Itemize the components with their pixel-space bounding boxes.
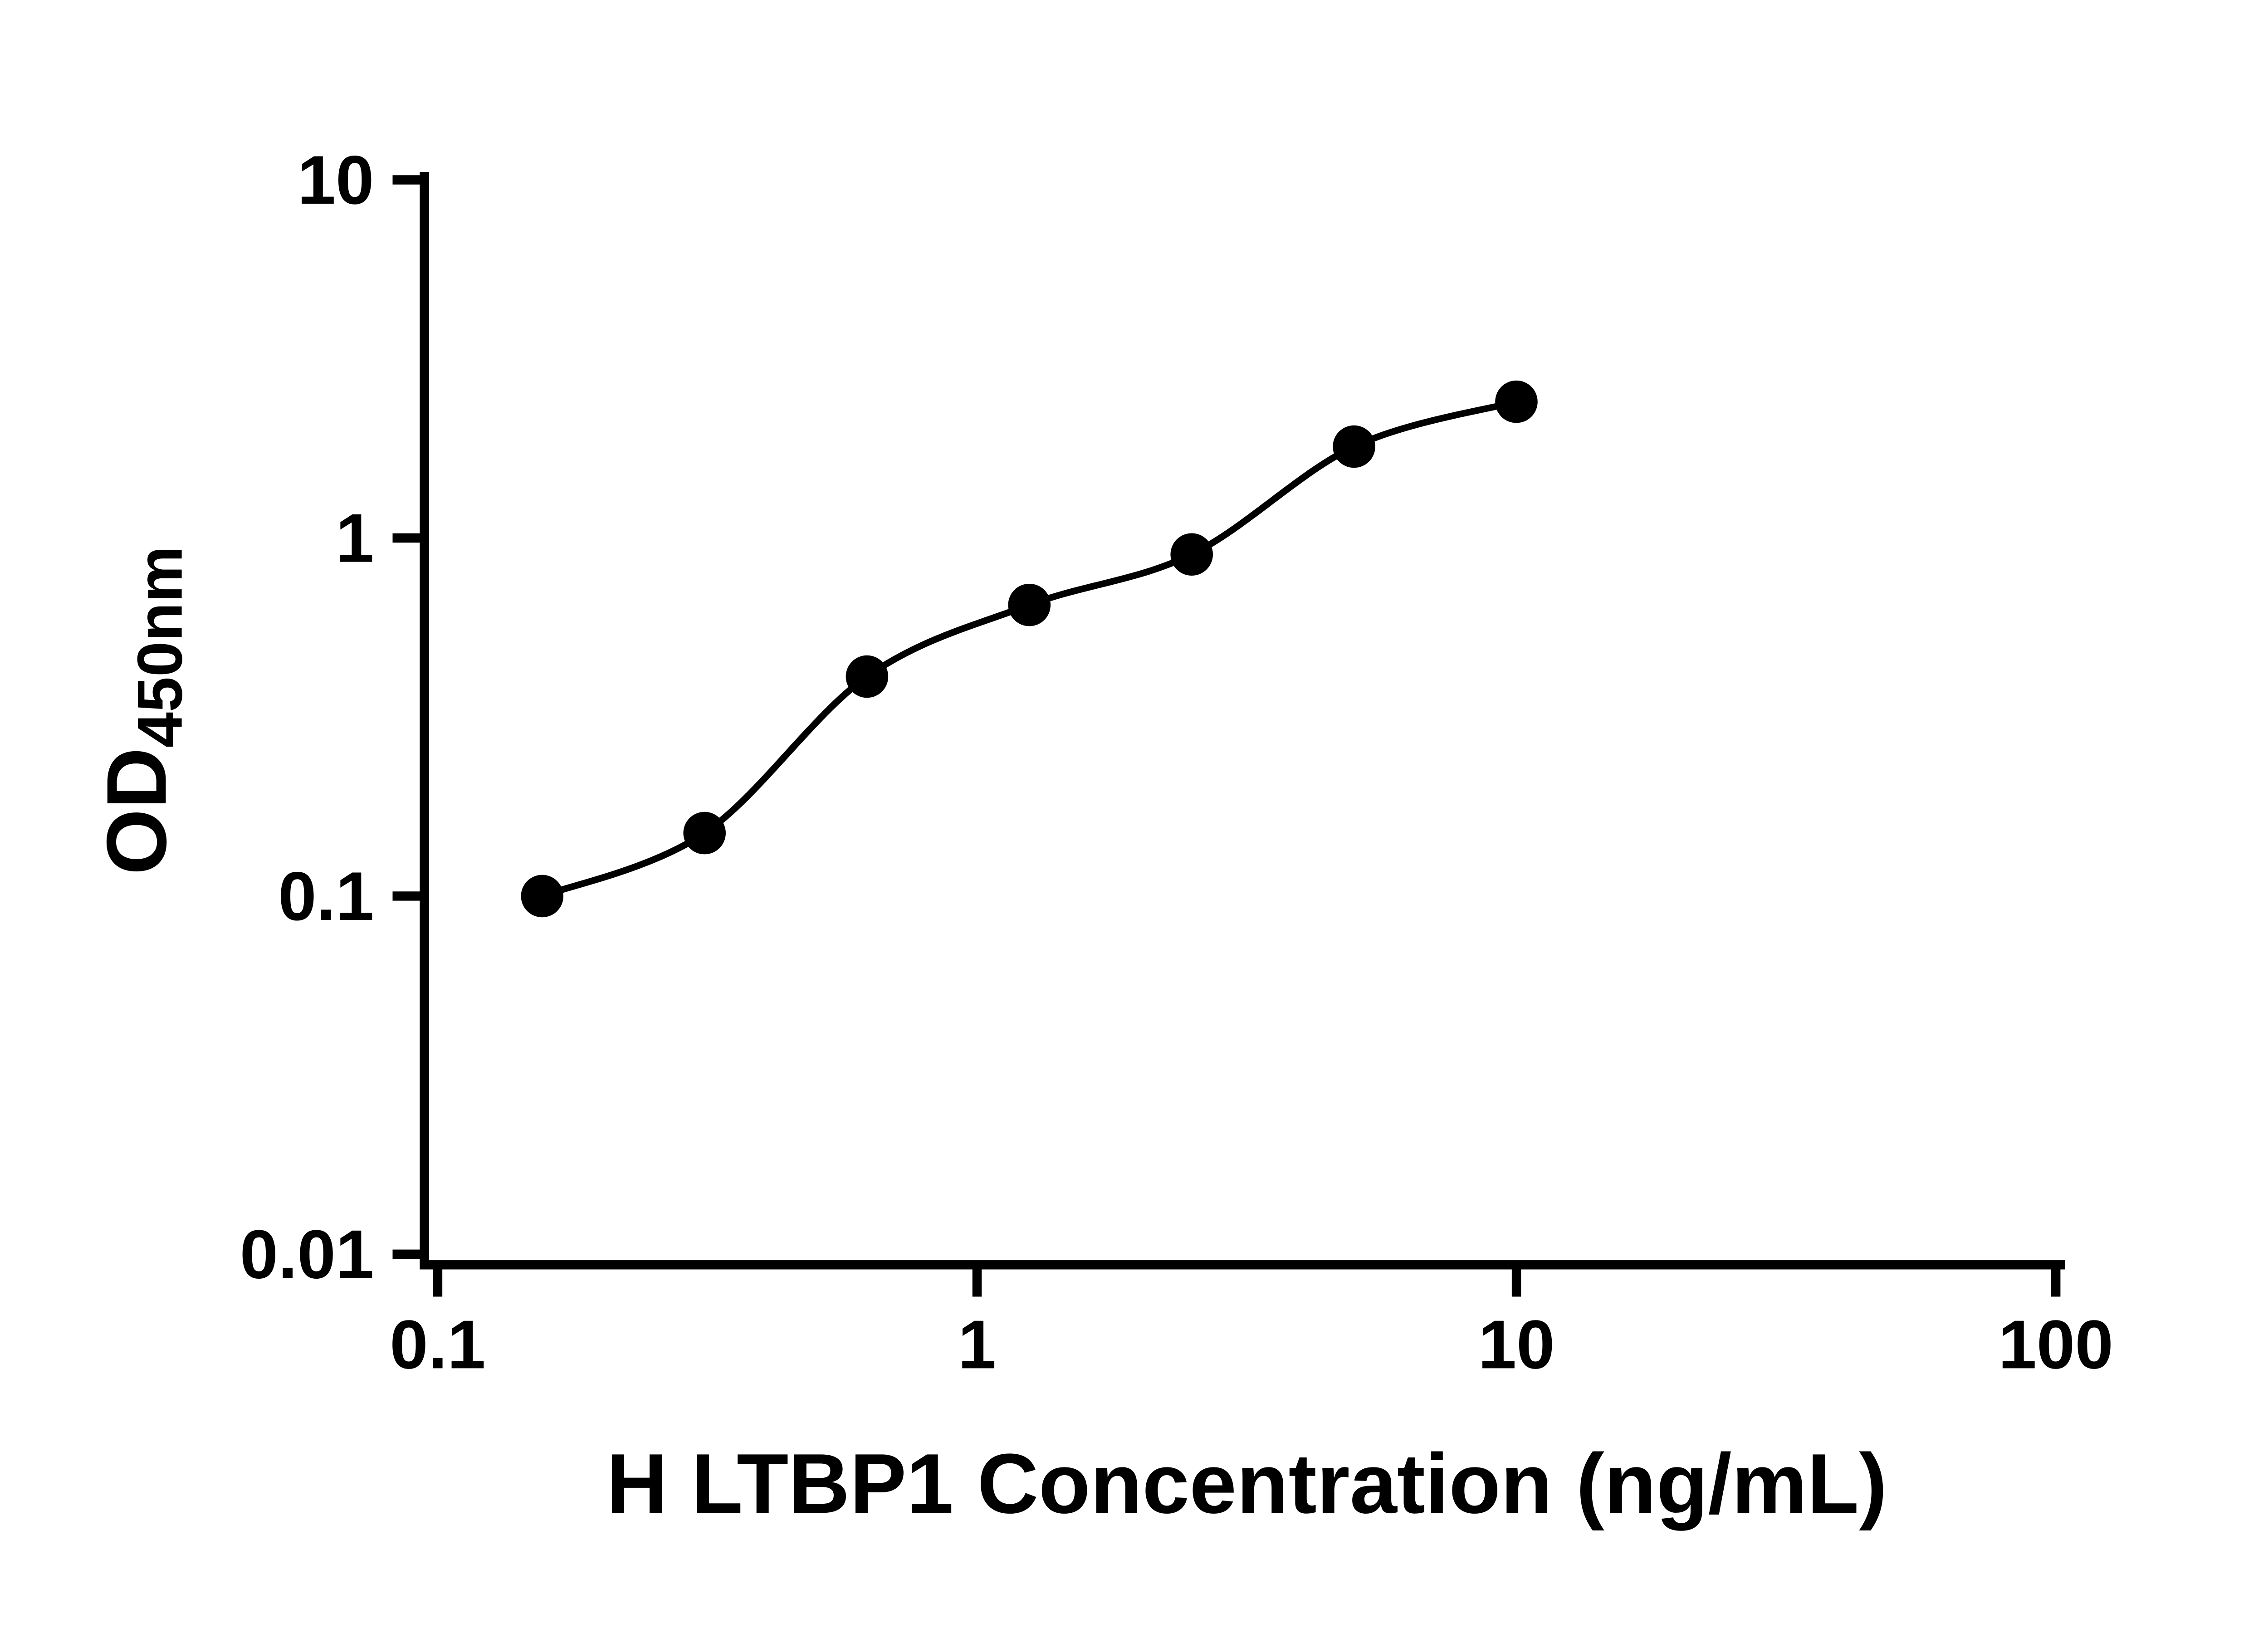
x-tick-label: 100	[1998, 1306, 2113, 1383]
y-tick-label: 10	[297, 142, 374, 219]
y-tick-label: 0.1	[278, 858, 374, 935]
series	[521, 380, 1538, 918]
data-point-marker	[1008, 583, 1051, 626]
x-axis-title: H LTBP1 Concentration (ng/mL)	[606, 1436, 1887, 1531]
data-point-marker	[1333, 425, 1375, 468]
data-point-marker	[521, 875, 564, 918]
data-point-marker	[846, 655, 889, 698]
x-tick-label: 10	[1478, 1306, 1555, 1383]
y-tick-label: 0.01	[240, 1216, 374, 1293]
data-point-marker	[1495, 380, 1538, 423]
x-tick-label: 0.1	[390, 1306, 485, 1383]
y-axis-title-main: OD	[89, 748, 184, 875]
y-axis-title-subscript: 450nm	[124, 546, 196, 748]
x-tick-label: 1	[958, 1306, 997, 1383]
data-point-marker	[1170, 533, 1213, 576]
y-axis-title: OD450nm	[89, 546, 195, 875]
data-point-marker	[683, 812, 726, 855]
axes	[420, 171, 2065, 1270]
y-tick-label: 1	[336, 500, 374, 577]
